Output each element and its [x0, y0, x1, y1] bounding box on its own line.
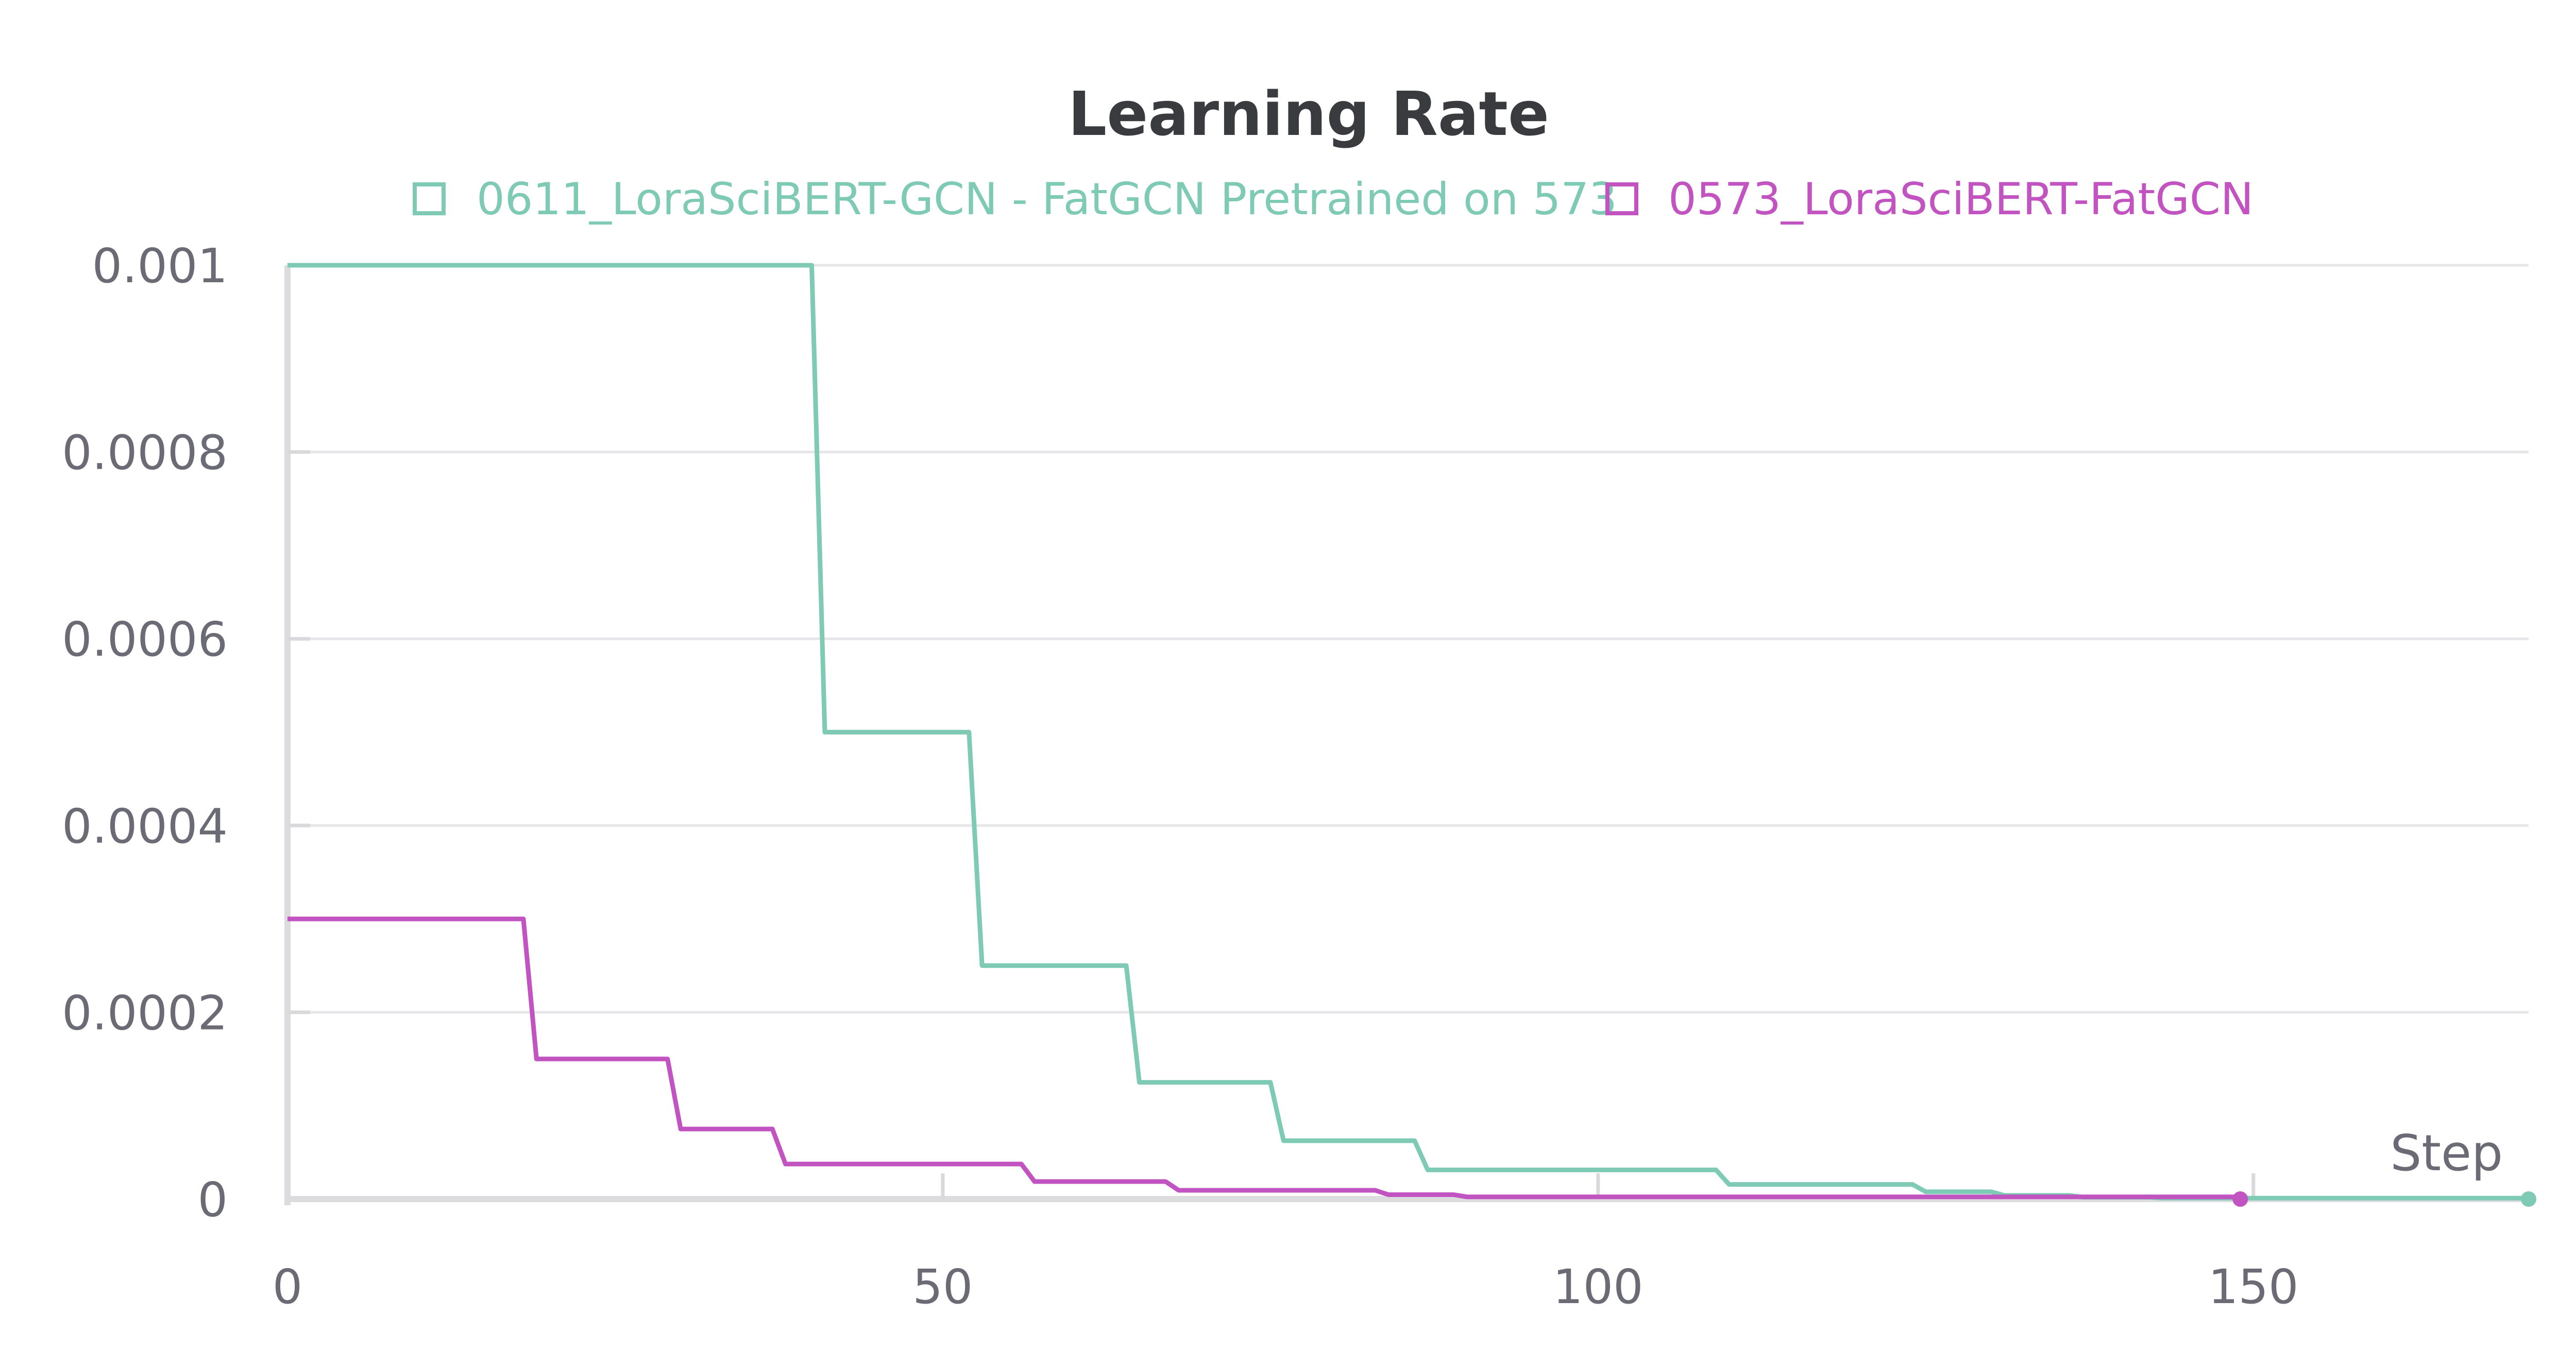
- y-tick-label: 0.0002: [62, 985, 228, 1040]
- series-end-marker-1: [2521, 1191, 2536, 1207]
- legend-label-1: 0611_LoraSciBERT-GCN - FatGCN Pretrained…: [477, 174, 1617, 225]
- x-tick-label: 150: [2208, 1259, 2299, 1314]
- y-tick-label: 0: [197, 1172, 228, 1227]
- y-tick-label: 0.0004: [62, 799, 228, 854]
- axes: [284, 265, 2529, 1205]
- x-tick-label: 0: [273, 1259, 303, 1314]
- x-tick-label: 100: [1553, 1259, 1643, 1314]
- legend-label-2: 0573_LoraSciBERT-FatGCN: [1668, 174, 2253, 225]
- legend-swatch-2: [1605, 182, 1638, 215]
- series-lines: [287, 263, 2536, 1207]
- x-tick-label: 50: [912, 1259, 973, 1314]
- chart-title: Learning Rate: [1068, 78, 1549, 149]
- x-axis-ticks: 0 50 100 150: [273, 1173, 2299, 1314]
- series-line-2: [287, 916, 2241, 1200]
- y-tick-label: 0.0008: [62, 425, 228, 481]
- series-end-marker-2: [2232, 1191, 2248, 1207]
- legend: 0611_LoraSciBERT-GCN - FatGCN Pretrained…: [413, 174, 2253, 225]
- x-axis-title: Step: [2390, 1124, 2503, 1182]
- y-axis-ticks: 0 0.0002 0.0004 0.0006 0.0008 0.001: [62, 238, 310, 1227]
- legend-swatch-1: [413, 182, 446, 215]
- y-tick-label: 0.001: [92, 238, 228, 294]
- grid-lines: [287, 264, 2529, 1014]
- y-tick-label: 0.0006: [62, 612, 228, 667]
